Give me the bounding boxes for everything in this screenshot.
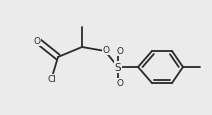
Text: O: O xyxy=(117,47,124,56)
Text: O: O xyxy=(102,46,110,55)
Text: Cl: Cl xyxy=(47,75,56,84)
Text: O: O xyxy=(33,37,40,46)
Text: O: O xyxy=(117,79,124,88)
Text: S: S xyxy=(115,62,121,72)
